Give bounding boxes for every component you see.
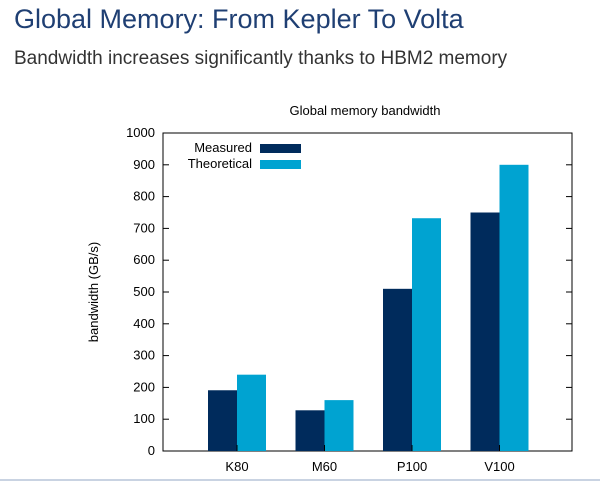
legend-swatch (260, 160, 301, 169)
bar-measured-v100 (470, 212, 500, 451)
x-tick-label: P100 (397, 459, 427, 474)
bar-theoretical-p100 (412, 218, 441, 451)
y-tick-label: 1000 (126, 125, 155, 140)
legend-label: Theoretical (188, 156, 252, 171)
bottom-rule (0, 479, 600, 481)
bar-measured-p100 (383, 288, 412, 451)
y-tick-label: 300 (133, 348, 155, 363)
bar-theoretical-m60 (324, 400, 354, 451)
y-tick-label: 600 (133, 252, 155, 267)
y-tick-label: 400 (133, 316, 155, 331)
y-tick-label: 900 (133, 157, 155, 172)
chart-title: Global memory bandwidth (289, 103, 440, 118)
y-tick-label: 200 (133, 379, 155, 394)
y-axis-label: bandwidth (GB/s) (86, 242, 101, 342)
y-tick-label: 100 (133, 411, 155, 426)
bar-measured-m60 (295, 410, 325, 451)
x-tick-label: K80 (225, 459, 248, 474)
x-tick-label: V100 (484, 459, 514, 474)
y-tick-label: 800 (133, 189, 155, 204)
legend-label: Measured (194, 140, 252, 155)
slide-title: Global Memory: From Kepler To Volta (14, 4, 464, 34)
y-tick-label: 500 (133, 284, 155, 299)
y-tick-label: 0 (148, 443, 155, 458)
bar-theoretical-v100 (499, 164, 529, 452)
slide-subtitle: Bandwidth increases significantly thanks… (14, 48, 508, 69)
y-tick-label: 700 (133, 220, 155, 235)
x-tick-label: M60 (312, 459, 337, 474)
legend-swatch (260, 144, 301, 153)
bar-measured-k80 (208, 390, 237, 451)
bar-theoretical-k80 (237, 374, 266, 451)
